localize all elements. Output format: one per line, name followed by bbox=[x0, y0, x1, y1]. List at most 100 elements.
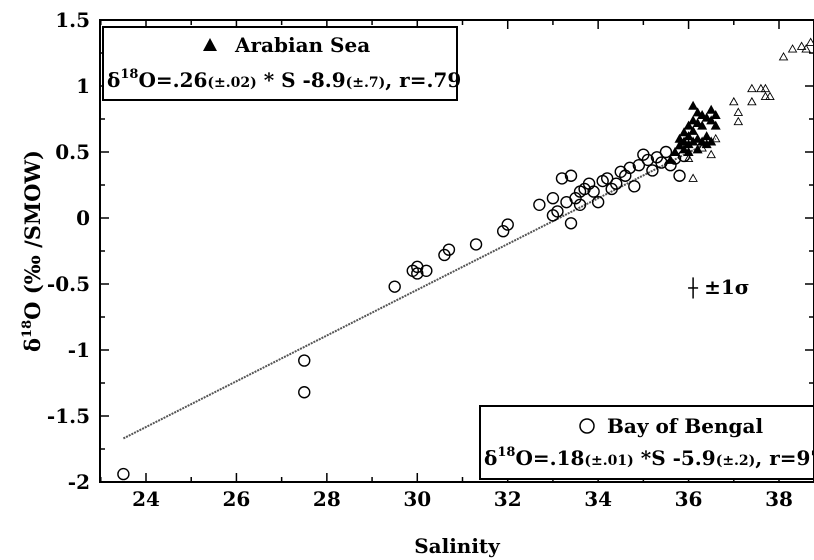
legend-arabian-sea: Arabian Sea δ18O=.26(±.02) * S -8.9(±.7)… bbox=[102, 26, 461, 101]
data-point-filled-triangle bbox=[688, 100, 699, 110]
data-point-circle bbox=[388, 280, 401, 293]
data-point-filled-triangle bbox=[697, 120, 708, 130]
data-point-open-triangle bbox=[796, 41, 807, 50]
data-point-circle bbox=[496, 224, 510, 238]
legend-label-bay-of-bengal: Bay of Bengal bbox=[607, 414, 763, 438]
data-point-circle bbox=[591, 195, 605, 209]
data-point-circle bbox=[569, 191, 582, 205]
error-bar-label: ±1σ bbox=[704, 275, 749, 299]
eq-delta: δ bbox=[484, 446, 497, 470]
eq-slope-err: (±.02) bbox=[207, 75, 256, 91]
data-point-circle bbox=[298, 354, 311, 367]
data-point-circle bbox=[551, 205, 564, 218]
data-point-circle bbox=[641, 153, 655, 167]
data-points bbox=[117, 37, 814, 481]
eq-r: , r=97 bbox=[755, 446, 814, 470]
data-point-circle bbox=[298, 386, 311, 399]
data-point-filled-triangle bbox=[710, 120, 721, 130]
eq-sup: 18 bbox=[120, 67, 138, 82]
data-point-circle bbox=[533, 198, 546, 212]
legend-box-bottom bbox=[479, 405, 814, 480]
tick-labels: 24 26 28 30 32 34 36 38 1.5 1 0.5 0 -0.5 -1 -1.5 -2 bbox=[47, 8, 793, 511]
data-point-circle bbox=[610, 177, 623, 190]
x-tick-label: 28 bbox=[313, 487, 341, 511]
eq-slope: O=.26 bbox=[138, 68, 207, 92]
data-point-filled-triangle bbox=[688, 125, 699, 135]
data-point-filled-triangle bbox=[683, 120, 694, 130]
x-tick-label: 30 bbox=[403, 487, 431, 511]
data-point-circle bbox=[677, 149, 691, 163]
legend-label-arabian-sea: Arabian Sea bbox=[234, 33, 370, 57]
eq-intercept: *S -5.9 bbox=[634, 446, 716, 470]
x-tick-label: 24 bbox=[132, 487, 160, 511]
data-point-filled-triangle bbox=[683, 139, 694, 149]
eq-r: , r=.79 bbox=[385, 68, 461, 92]
data-point-filled-triangle bbox=[706, 115, 717, 125]
data-point-open-triangle bbox=[778, 52, 789, 61]
data-point-circle bbox=[628, 180, 641, 193]
open-circle-icon bbox=[579, 418, 595, 434]
data-point-circle bbox=[501, 218, 514, 231]
x-tick-label: 36 bbox=[675, 487, 703, 511]
data-point-filled-triangle bbox=[701, 131, 712, 141]
y-tick-label: -0.5 bbox=[47, 272, 90, 296]
eq-intercept: * S -8.9 bbox=[257, 68, 346, 92]
data-point-open-triangle bbox=[710, 133, 721, 143]
data-point-open-triangle bbox=[733, 116, 744, 126]
data-point-circle bbox=[646, 164, 659, 177]
data-point-open-triangle bbox=[805, 37, 814, 46]
data-point-circle bbox=[546, 191, 560, 205]
data-point-circle bbox=[655, 156, 668, 169]
x-tick-label: 26 bbox=[223, 487, 251, 511]
data-point-open-triangle bbox=[747, 83, 757, 93]
data-point-circle bbox=[573, 198, 587, 212]
y-tick-label: 1.5 bbox=[55, 8, 90, 32]
data-point-open-triangle bbox=[760, 91, 771, 101]
legend-box-top bbox=[102, 26, 458, 101]
x-tick-label: 34 bbox=[584, 487, 612, 511]
data-point-circle bbox=[564, 217, 578, 230]
data-point-open-triangle bbox=[760, 83, 771, 93]
eq-delta: δ bbox=[107, 68, 120, 92]
data-point-open-triangle bbox=[688, 173, 698, 182]
y-axis-label-sup: 18 bbox=[20, 320, 35, 338]
y-tick-label: -1.5 bbox=[47, 404, 90, 428]
legend-bay-of-bengal: Bay of Bengal δ18O=.18(±.01) *S -5.9(±.2… bbox=[479, 405, 814, 480]
data-point-circle bbox=[623, 161, 636, 175]
eq-slope: O=.18 bbox=[515, 446, 584, 470]
data-point-circle bbox=[632, 158, 646, 172]
y-axis-label-main: O (‰ /SMOW) bbox=[20, 150, 45, 320]
data-point-open-triangle bbox=[747, 96, 757, 106]
data-point-filled-triangle bbox=[688, 136, 699, 146]
data-point-filled-triangle bbox=[710, 110, 721, 120]
data-point-circle bbox=[411, 267, 424, 280]
data-point-filled-triangle bbox=[683, 147, 694, 156]
y-tick-label: 1 bbox=[76, 74, 90, 98]
data-point-open-triangle bbox=[801, 44, 811, 53]
regression-fit-line bbox=[122, 137, 717, 440]
data-point-circle bbox=[546, 209, 560, 222]
eq-intercept-err: (±.7) bbox=[346, 75, 386, 91]
data-point-circle bbox=[442, 243, 456, 256]
data-point-filled-triangle bbox=[706, 136, 717, 146]
data-point-circle bbox=[673, 169, 686, 182]
y-axis-label: δ18O (‰ /SMOW) bbox=[20, 150, 45, 352]
y-tick-label: 0 bbox=[76, 206, 90, 230]
data-point-circle bbox=[117, 467, 130, 481]
data-point-circle bbox=[600, 172, 614, 185]
data-point-circle bbox=[555, 172, 569, 185]
data-point-circle bbox=[420, 264, 433, 277]
data-point-circle bbox=[668, 152, 682, 165]
data-point-filled-triangle bbox=[683, 131, 694, 141]
data-point-filled-triangle bbox=[706, 104, 717, 114]
y-axis-label-delta: δ bbox=[20, 338, 45, 352]
eq-sup: 18 bbox=[497, 445, 515, 460]
data-point-circle bbox=[664, 158, 677, 172]
data-point-open-triangle bbox=[733, 107, 744, 116]
y-tick-label: -1 bbox=[68, 338, 90, 362]
y-tick-label: 0.5 bbox=[55, 140, 90, 164]
data-point-circle bbox=[587, 185, 600, 198]
filled-triangle-icon bbox=[203, 38, 217, 51]
legend-equation-arabian-sea: δ18O=.26(±.02) * S -8.9(±.7), r=.79 bbox=[107, 67, 461, 92]
